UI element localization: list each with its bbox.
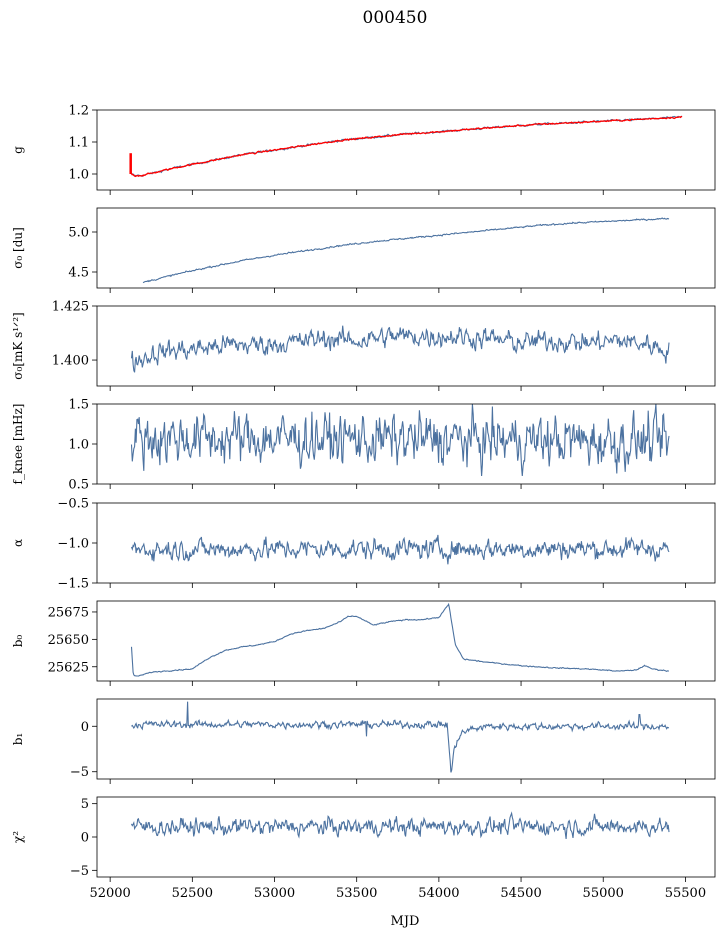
axes-frame-fknee [96, 403, 716, 485]
y-tick-label-alpha: −1.5 [57, 577, 89, 592]
y-tick-label-alpha: −0.5 [57, 497, 89, 512]
series-line-sigma0 [142, 217, 670, 284]
panel-chi2: −5 0 5 52000 52500 53000 53500 54000 54500 55000 5… [11, 796, 716, 901]
y-tick-label-sigma0_mk: 1.425 [52, 300, 89, 315]
y-tick-label-b1: 0 [81, 720, 89, 735]
y-axis-label-chi2: χ² [11, 831, 25, 843]
y-tick-label-b0: 25650 [48, 633, 89, 648]
panel-fknee: 0.5 1.0 1.5 f_knee [mHz] [11, 398, 716, 493]
y-tick-label-fknee: 1.0 [68, 438, 89, 453]
y-tick-label-g: 1.2 [68, 104, 89, 119]
y-tick-label-g: 1.1 [68, 136, 89, 151]
x-tick-label: 55500 [665, 886, 706, 901]
y-tick-label-alpha: −1.0 [57, 537, 89, 552]
y-tick-label-g: 1.0 [68, 168, 89, 183]
series-line-g [129, 115, 683, 177]
panel-g: 1.0 1.1 1.2 g [11, 104, 716, 195]
y-axis-label-fknee: f_knee [mHz] [11, 404, 25, 485]
axes-frame-alpha [96, 502, 716, 584]
y-tick-label-b0: 25625 [48, 660, 89, 675]
panel-b1: −5 0 b₁ [11, 698, 716, 784]
y-axis-label-g: g [11, 146, 25, 154]
y-tick-label-chi2: 0 [81, 831, 89, 846]
y-tick-label-sigma0: 4.5 [68, 266, 89, 281]
y-tick-label-b0: 25675 [48, 605, 89, 620]
panel-b0: 25625 25650 25675 b₀ [11, 600, 716, 686]
y-tick-label-chi2: 5 [81, 797, 89, 812]
x-tick-label: 52000 [89, 886, 130, 901]
x-tick-label: 52500 [172, 886, 213, 901]
x-tick-label: 54000 [418, 886, 459, 901]
panel-alpha: −1.5 −1.0 −0.5 α [11, 497, 716, 592]
series-line-b1 [131, 701, 670, 773]
axes-frame-g [96, 109, 716, 191]
y-tick-label-b1: −5 [70, 765, 89, 780]
y-tick-label-fknee: 1.5 [68, 398, 89, 413]
panel-sigma0_mk: 1.400 1.425 σ₀[mK s¹ᐟ²] [11, 300, 716, 391]
series-line-b0 [130, 602, 669, 677]
series-line-sigma0_mk [130, 325, 670, 373]
series-line-chi2 [131, 811, 670, 839]
overlay-line-g [129, 115, 683, 178]
y-axis-label-alpha: α [11, 539, 25, 547]
y-tick-label-fknee: 0.5 [68, 478, 89, 493]
x-tick-label: 53500 [336, 886, 377, 901]
axes-frame-chi2 [96, 796, 716, 878]
panels: 1.0 1.1 1.2 g 4.5 5.0 σ₀ [du] 1.400 1.425 σ₀[mK s… [11, 104, 716, 901]
series-line-fknee [130, 403, 670, 477]
y-axis-label-sigma0: σ₀ [du] [11, 227, 25, 269]
axes-frame-sigma0 [96, 207, 716, 289]
x-axis-label: MJD [391, 914, 420, 929]
y-axis-label-b1: b₁ [11, 733, 25, 746]
x-tick-label: 54500 [500, 886, 541, 901]
series-line-alpha [130, 534, 670, 565]
y-tick-label-sigma0: 5.0 [68, 226, 89, 241]
axes-frame-b1 [96, 698, 716, 780]
axes-frame-b0 [96, 600, 716, 682]
x-tick-label: 55000 [583, 886, 624, 901]
axes-frame-sigma0_mk [96, 305, 716, 387]
x-tick-label: 53000 [254, 886, 295, 901]
y-tick-label-chi2: −5 [70, 864, 89, 879]
y-axis-label-sigma0_mk: σ₀[mK s¹ᐟ²] [11, 312, 25, 379]
y-axis-label-b0: b₀ [11, 635, 25, 648]
y-tick-label-sigma0_mk: 1.400 [52, 354, 89, 369]
panel-sigma0: 4.5 5.0 σ₀ [du] [11, 207, 716, 293]
figure-title: 000450 [363, 8, 428, 28]
